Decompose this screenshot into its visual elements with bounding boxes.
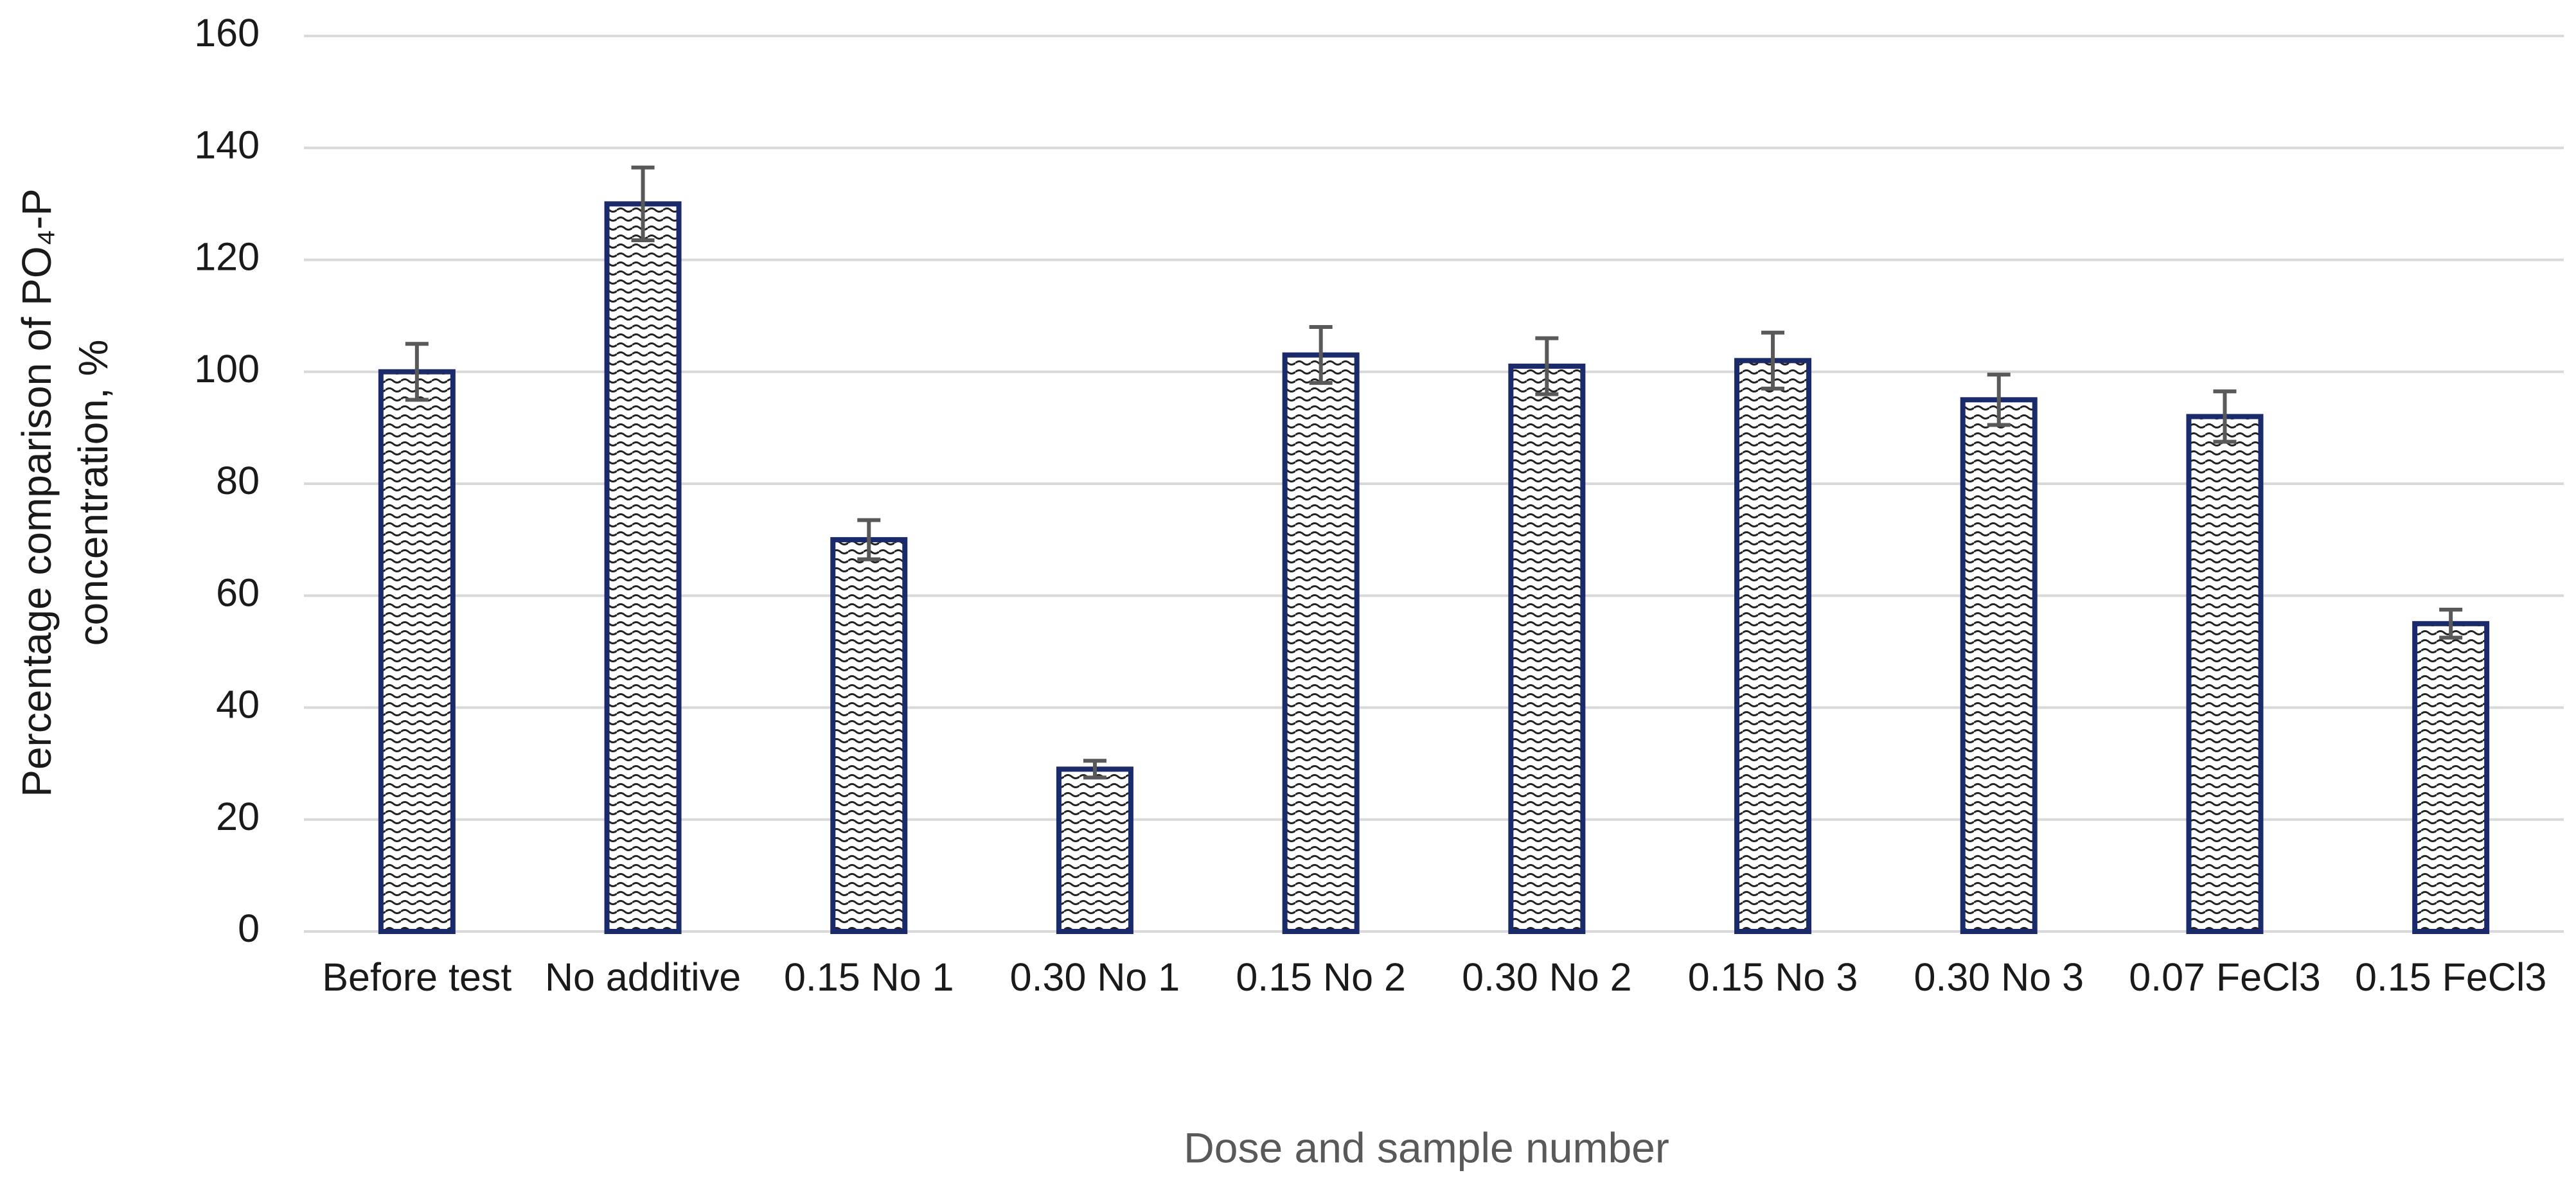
y-tick-label: 140 (194, 123, 260, 166)
y-axis-title: Percentage comparison of PO₄-P (13, 188, 60, 797)
x-tick-label: 0.15 No 1 (783, 955, 954, 999)
x-tick-label-box: 0.15 No 1 (783, 955, 954, 999)
bar (604, 201, 682, 934)
bar (1282, 352, 1360, 934)
bar (1056, 766, 1133, 935)
error-bar (2439, 608, 2463, 640)
error-bar (857, 518, 881, 561)
bar (1960, 397, 2038, 934)
bar (830, 537, 908, 934)
x-tick-label: 0.30 No 1 (1009, 955, 1180, 999)
x-tick-label-box: 0.30 No 3 (1914, 955, 2084, 999)
x-tick-label-box: No additive (544, 955, 742, 999)
x-tick-label: 0.30 No 3 (1914, 955, 2084, 999)
error-bar (1309, 325, 1333, 385)
x-tick-label: 0.15 No 2 (1236, 955, 1406, 999)
bar (378, 369, 456, 934)
error-bar (1987, 373, 2011, 427)
x-tick-label: 0.15 No 3 (1687, 955, 1858, 999)
y-axis-title: concentration, % (70, 340, 116, 646)
y-tick-label: 100 (194, 347, 260, 391)
x-tick-label-box: 0.15 FeCl3 (2354, 955, 2547, 999)
bar (2412, 621, 2490, 934)
x-tick-label-box: 0.30 No 1 (1009, 955, 1180, 999)
error-bar (405, 342, 429, 402)
y-tick-label: 40 (216, 683, 260, 727)
x-tick-label-box: 0.15 No 2 (1236, 955, 1406, 999)
error-bar (631, 165, 655, 243)
y-tick-label: 80 (216, 459, 260, 502)
x-tick-label: No additive (544, 955, 742, 999)
y-tick-label: 160 (194, 11, 260, 55)
x-tick-label-box: Before test (322, 955, 512, 999)
bar (2186, 414, 2264, 934)
x-tick-label-box: 0.15 No 3 (1687, 955, 1858, 999)
y-tick-label: 20 (216, 795, 260, 838)
x-tick-label: 0.30 No 2 (1462, 955, 1632, 999)
x-tick-label-box: 0.30 No 2 (1462, 955, 1632, 999)
x-tick-label: Before test (322, 955, 512, 999)
x-axis-title: Dose and sample number (1184, 1124, 1669, 1171)
bar (1734, 358, 1812, 934)
error-bar (1535, 336, 1559, 396)
error-bar (1761, 330, 1785, 391)
error-bar (2213, 389, 2237, 444)
x-tick-label: 0.15 FeCl3 (2354, 955, 2547, 999)
x-tick-label-box: 0.07 FeCl3 (2129, 955, 2321, 999)
y-tick-label: 0 (238, 906, 260, 950)
error-bar (1083, 759, 1106, 780)
y-tick-label: 120 (194, 235, 260, 279)
x-tick-label: 0.07 FeCl3 (2129, 955, 2321, 999)
bar (1508, 364, 1586, 934)
y-tick-label: 60 (216, 570, 260, 614)
